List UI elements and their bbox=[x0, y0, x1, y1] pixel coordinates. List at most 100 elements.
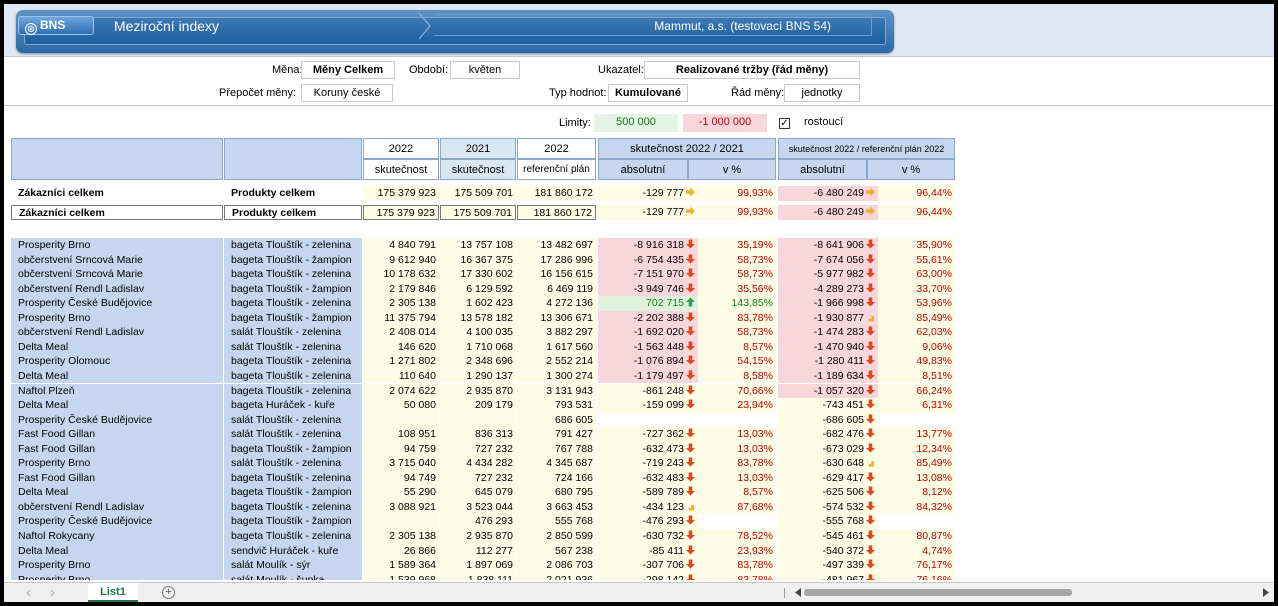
table-row[interactable]: Prosperity Olomouc bageta Tlouštík - zele… bbox=[11, 354, 1011, 369]
plan-percent-cell: 63,00% bbox=[878, 267, 955, 282]
add-sheet-icon[interactable]: + bbox=[162, 586, 175, 599]
table-row[interactable]: Delta Meal bageta Huráček - kuře 50 080 209… bbox=[11, 398, 1011, 413]
divider bbox=[4, 105, 1274, 106]
mena-label: Měna: bbox=[272, 64, 303, 76]
yoy-absolute-value: -3 949 746 bbox=[633, 282, 684, 295]
plan-absolute-cell: -6 480 249 bbox=[778, 205, 878, 220]
yoy-absolute-cell: -727 362 bbox=[598, 427, 698, 442]
table-row[interactable]: Delta Meal salát Tlouštík - zelenina 146 6… bbox=[11, 339, 1011, 355]
arrow-down-icon bbox=[684, 385, 695, 397]
table-row[interactable]: občerstvení Rendl Ladislav bageta Tlouští… bbox=[11, 499, 1011, 515]
table-row[interactable]: Delta Meal bageta Tlouštík - zelenina 110 … bbox=[11, 368, 1011, 384]
arrow-down-icon bbox=[684, 283, 695, 295]
table-row[interactable]: občerstvení Rendl Ladislav bageta Tlouští… bbox=[11, 281, 1011, 297]
customer-cell: občerstvení Srncová Marie bbox=[11, 252, 223, 268]
skutecnost-2022-cell: 50 080 bbox=[363, 398, 439, 413]
table-row[interactable]: Fast Food Gillan bageta Tlouštík - žampio… bbox=[11, 441, 1011, 457]
plan-2022-cell: 1 617 560 bbox=[517, 339, 596, 355]
prepocet-select[interactable]: Koruny české bbox=[301, 84, 393, 102]
sheet-nav-arrows-icon[interactable] bbox=[26, 589, 56, 597]
plan-absolute-value: -481 967 bbox=[822, 573, 864, 580]
plan-percent-cell: 62,03% bbox=[878, 325, 955, 340]
scroll-right-icon[interactable] bbox=[1262, 588, 1270, 597]
yoy-absolute-value: -7 151 970 bbox=[633, 268, 684, 281]
table-row[interactable]: občerstvení Rendl Ladislav salát Tlouštík… bbox=[11, 325, 1011, 340]
yoy-percent-cell: 83,78% bbox=[698, 558, 776, 573]
skutecnost-2021-cell: 2 348 696 bbox=[440, 354, 516, 369]
table-row[interactable]: Fast Food Gillan salát Tlouštík - zelenin… bbox=[11, 427, 1011, 442]
total-row[interactable]: Zákazníci celkem Produkty celkem 175 379 9… bbox=[11, 205, 1011, 220]
arrow-down-icon bbox=[684, 545, 695, 557]
plan-percent-cell: 76,16% bbox=[878, 572, 955, 580]
skutecnost-2021-cell: 175 509 701 bbox=[440, 186, 516, 201]
rostouci-label: rostoucí bbox=[804, 116, 844, 128]
skutecnost-2021-cell: 1 897 069 bbox=[440, 558, 516, 573]
arrow-down-icon bbox=[684, 341, 695, 353]
mena-select[interactable]: Měny Celkem bbox=[301, 61, 395, 79]
sheet-tab-list1[interactable]: List1 bbox=[88, 583, 138, 602]
horizontal-scrollbar[interactable] bbox=[804, 589, 1072, 596]
table-row[interactable]: Fast Food Gillan bageta Tlouštík - zeleni… bbox=[11, 470, 1011, 486]
ukazatel-select[interactable]: Realizované tržby (řád měny) bbox=[644, 61, 860, 79]
yoy-absolute-value: -632 473 bbox=[642, 442, 684, 455]
table-row[interactable]: Prosperity Brno bageta Tlouštík - žampion… bbox=[11, 310, 1011, 326]
yoy-absolute-cell: -1 076 894 bbox=[598, 354, 698, 369]
table-row[interactable]: Delta Meal sendvič Huráček - kuře 26 866 11… bbox=[11, 543, 1011, 559]
plan-absolute-value: -743 451 bbox=[822, 399, 864, 412]
table-row[interactable]: Prosperity Brno bageta Tlouštík - zelenin… bbox=[11, 238, 1011, 253]
table-row[interactable]: Naftol Plzeň bageta Tlouštík - zelenina 2 … bbox=[11, 383, 1011, 398]
arrow-down-icon bbox=[864, 355, 875, 367]
arrow-down-icon bbox=[684, 559, 695, 571]
table-row[interactable]: Naftol Rokycany bageta Tlouštík - zelenin… bbox=[11, 529, 1011, 544]
product-cell: bageta Tlouštík - zelenina bbox=[224, 383, 362, 398]
table-row[interactable]: Prosperity Brno salát Tlouštík - zelenina… bbox=[11, 456, 1011, 471]
rostouci-checkbox[interactable]: ✓ bbox=[779, 118, 790, 129]
yoy-absolute-value: -632 483 bbox=[642, 471, 684, 484]
product-cell: salát Tlouštík - zelenina bbox=[224, 339, 362, 355]
customer-cell: Fast Food Gillan bbox=[11, 427, 223, 442]
product-cell: Produkty celkem bbox=[224, 205, 362, 220]
yoy-absolute-cell: -476 293 bbox=[598, 514, 698, 529]
limit-positive-input[interactable]: 500 000 bbox=[594, 114, 678, 132]
skutecnost-2021-cell: 645 079 bbox=[440, 485, 516, 500]
plan-absolute-cell: -1 474 283 bbox=[778, 325, 878, 340]
plan-absolute-value: -686 605 bbox=[822, 413, 864, 426]
yoy-absolute-cell: -1 563 448 bbox=[598, 339, 698, 355]
arrow-down-icon bbox=[684, 399, 695, 411]
typ-hodnot-select[interactable]: Kumulované bbox=[608, 84, 688, 102]
arrow-down-icon bbox=[684, 268, 695, 280]
yoy-absolute-cell: -632 473 bbox=[598, 441, 698, 457]
table-row[interactable]: Delta Meal bageta Tlouštík - žampion 55 29… bbox=[11, 485, 1011, 500]
bns-logo[interactable]: ◎ BNS bbox=[18, 16, 94, 35]
table-row[interactable]: Prosperity Brno salát Moulík - sýr 1 589 3… bbox=[11, 558, 1011, 573]
yoy-percent-cell: 83,78% bbox=[698, 456, 776, 471]
skutecnost-2021-cell: 4 434 282 bbox=[440, 456, 516, 471]
skutecnost-2022-cell: 1 589 364 bbox=[363, 558, 439, 573]
plan-absolute-value: -555 768 bbox=[822, 515, 864, 528]
table-row[interactable]: Prosperity České Budějovice salát Tlouští… bbox=[11, 412, 1011, 428]
yoy-percent-cell: 35,56% bbox=[698, 281, 776, 297]
table-row[interactable]: Prosperity Brno salát Moulík - šunka 1 539… bbox=[11, 572, 1011, 580]
yoy-percent-cell: 8,57% bbox=[698, 485, 776, 500]
table-row[interactable]: občerstvení Srncová Marie bageta Tlouštík… bbox=[11, 267, 1011, 282]
total-row[interactable]: Zákazníci celkem Produkty celkem 175 379 9… bbox=[11, 186, 1011, 201]
table-row[interactable]: Prosperity České Budějovice bageta Tloušt… bbox=[11, 296, 1011, 311]
header-group-plan: skutečnost 2022 / referenční plán 2022 bbox=[778, 138, 955, 159]
skutecnost-2022-cell: 11 375 794 bbox=[363, 310, 439, 326]
limit-negative-input[interactable]: -1 000 000 bbox=[683, 114, 767, 132]
arrow-down-icon bbox=[864, 515, 875, 527]
scroll-left-icon[interactable] bbox=[794, 588, 802, 597]
skutecnost-2021-cell: 1 602 423 bbox=[440, 296, 516, 311]
skutecnost-2022-cell: 55 290 bbox=[363, 485, 439, 500]
obdobi-select[interactable]: květen bbox=[450, 61, 520, 79]
skutecnost-2022-cell: 175 379 923 bbox=[363, 205, 439, 220]
table-row[interactable]: občerstvení Srncová Marie bageta Tlouštík… bbox=[11, 252, 1011, 268]
rad-meny-select[interactable]: jednotky bbox=[784, 84, 860, 102]
plan-2022-cell: 767 788 bbox=[517, 441, 596, 457]
plan-2022-cell: 791 427 bbox=[517, 427, 596, 442]
header-pct-1: v % bbox=[688, 159, 776, 180]
table-row[interactable]: Prosperity České Budějovice bageta Tloušt… bbox=[11, 514, 1011, 529]
skutecnost-2022-cell bbox=[363, 412, 439, 428]
plan-absolute-cell: -497 339 bbox=[778, 558, 878, 573]
yoy-absolute-cell: -719 243 bbox=[598, 456, 698, 471]
